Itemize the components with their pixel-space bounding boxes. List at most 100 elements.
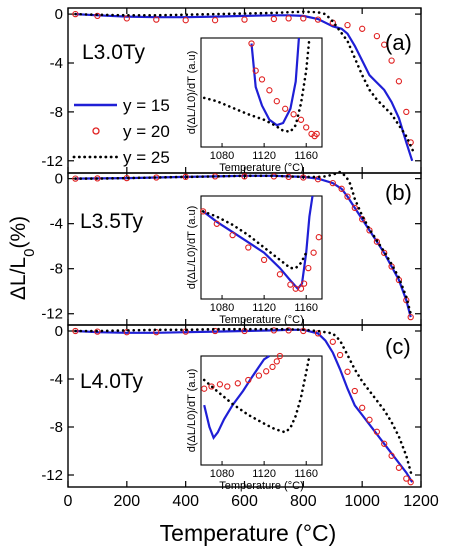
inset-x-tick-label: 1120 [252,150,276,162]
main-series-2-point [153,16,160,23]
sample-label: L3.5Ty [80,210,144,233]
inset-series-2-point [315,234,322,241]
inset-series-2-point [297,116,305,123]
main-series-2-point [182,173,189,181]
inset-x-tick-label: 1120 [252,302,276,314]
inset-series-2-point [201,385,208,392]
y-tick-label: -8 [50,261,63,278]
inset-series-2-point [290,111,297,118]
inset-series-2-point [287,281,294,288]
inset-series-2-point [258,76,266,83]
inset-series-2-point [313,130,320,138]
x-tick-label: 1200 [403,493,439,510]
main-series-2-point [336,351,344,359]
main-series-2-point [94,175,101,182]
main-series-2-point [403,475,410,482]
inset-x-tick-label: 1160 [294,150,318,162]
inset-x-tick-label: 1160 [294,302,318,314]
inset-series-2-point [282,105,289,112]
main-series-2-point [359,25,366,32]
main-series-2-point [270,15,278,23]
inset-series-2-point [303,124,310,131]
main-series-1-line [75,13,414,162]
y-tick-label: 0 [55,6,63,23]
inset-series-2-point [252,67,259,74]
main-series-2-point [373,238,381,245]
main-series-2-point [359,404,366,411]
main-series-2-point [300,327,307,335]
inset-series-2-point [269,363,276,371]
main-series-2-point [211,17,219,24]
main-series-2-point [373,32,381,40]
y-tick-label: 0 [55,171,63,188]
main-series-2-point [407,479,414,486]
y-tick-label: -12 [41,153,63,170]
main-series-2-point [359,216,366,223]
main-series-2-point [388,452,395,459]
y-tick-label: -4 [50,55,63,72]
main-series-2-point [285,327,292,334]
main-series-2-point [72,175,79,182]
inset-y-label: d(ΔL/L0)/dT (a.u) [186,206,198,290]
inset-x-label: Temperature (°C) [219,162,303,174]
inset-series-2-point [263,368,270,375]
inset-series-2-point [213,220,220,227]
inset-series-2-point [229,231,236,239]
y-axis-label: ΔL/L0(%) [7,216,38,300]
main-series-1-line [75,328,414,483]
main-series-3-line [74,170,412,315]
main-series-2-point [338,185,345,192]
x-tick-label: 1000 [344,493,380,510]
legend-label: y = 15 [123,96,170,115]
main-series-2-point [381,249,388,257]
inset-series-2-point [276,352,284,360]
main-series-2-point [300,15,307,22]
main-series-2-point [381,440,388,447]
main-series-2-point [407,313,414,321]
main-series-2-point [153,329,160,336]
panel-tag: (c) [385,334,411,359]
main-series-2-point [403,108,410,116]
inset-x-tick-label: 1080 [210,302,234,314]
inset-x-tick-label: 1080 [210,150,234,162]
main-series-2-point [388,57,395,64]
main-series-2-point [351,387,358,395]
inset-series-2-point [248,40,255,47]
inset-x-tick-label: 1120 [252,468,276,480]
main-series-2-point [182,17,189,24]
inset-frame [200,355,323,466]
main-series-2-point [241,16,248,23]
y-tick-label: -12 [41,306,63,323]
inset-x-tick-label: 1160 [294,468,318,480]
inset-x-label: Temperature (°C) [219,480,303,492]
legend-label: y = 25 [123,148,170,167]
main-series-2-point [344,21,351,29]
inset-series-2-point [255,372,263,379]
main-series-2-point [211,327,219,335]
inset-series-2-point [245,244,252,251]
main-series-2-point [395,464,403,471]
y-tick-label: 0 [55,323,63,340]
inset-series-2-point [273,358,280,365]
main-series-2-point [366,416,373,423]
main-series-2-point [94,12,101,20]
panel-tag: (b) [385,180,412,205]
inset-y-label: d(ΔL/L0)/dT (a.u) [186,51,198,135]
legend-swatch-y20 [92,127,100,135]
inset-series-2-point [273,98,280,105]
inset-series-2-point [297,285,305,292]
main-series-2-point [381,41,388,48]
x-tick-label: 800 [290,493,317,510]
legend: y = 15 y = 20 y = 25 [72,96,170,167]
inset-series-2-point [276,271,284,278]
y-tick-label: -8 [50,419,63,436]
inset-x-label: Temperature (°C) [219,314,303,326]
inset-frame [200,195,323,300]
inset-series-2-point [300,280,308,287]
sample-label: L4.0Ty [80,370,144,393]
inset-series-2-point [234,380,241,387]
main-series-2-point [344,193,351,200]
